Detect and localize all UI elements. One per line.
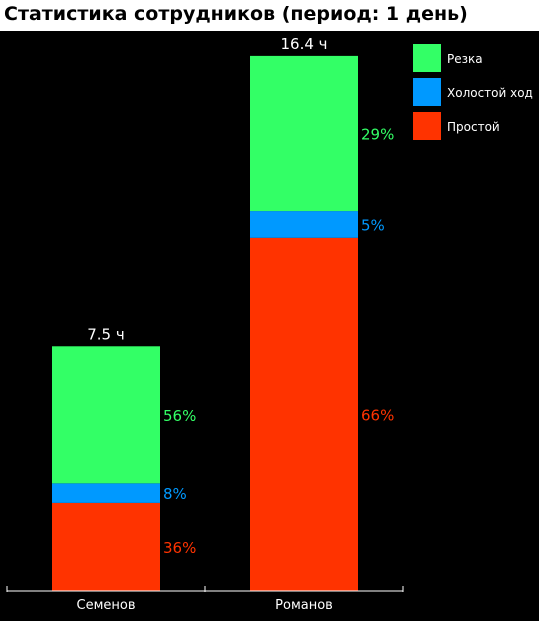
data-label: 66% (361, 406, 394, 424)
x-tick-label: Семенов (77, 598, 136, 613)
chart-title: Статистика сотрудников (период: 1 день) (4, 3, 468, 25)
title-bar: Статистика сотрудников (период: 1 день) (0, 0, 539, 31)
x-tick-label: Романов (275, 598, 333, 613)
legend-swatch (413, 78, 441, 106)
data-label: 36% (163, 539, 196, 557)
legend-swatch (413, 112, 441, 140)
bar-cutting-0 (52, 346, 160, 484)
data-label: 29% (361, 125, 394, 143)
bar-idle-1 (250, 237, 358, 591)
bar-idle-run-0 (52, 483, 160, 503)
legend-label: Холостой ход (447, 86, 533, 100)
legend-label: Резка (447, 52, 483, 66)
total-label: 7.5 ч (87, 325, 125, 343)
data-label: 8% (163, 485, 187, 503)
bar-cutting-1 (250, 55, 358, 212)
total-label: 16.4 ч (280, 35, 327, 53)
data-label: 5% (361, 216, 385, 234)
bar-idle-run-1 (250, 211, 358, 238)
legend-swatch (413, 44, 441, 72)
data-label: 56% (163, 407, 196, 425)
legend-label: Простой (447, 120, 500, 134)
bar-idle-0 (52, 502, 160, 591)
